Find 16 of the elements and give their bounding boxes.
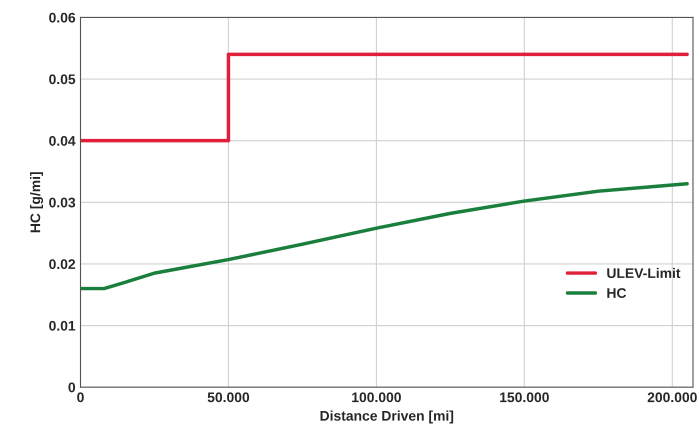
y-tick-label: 0.01 [49,320,76,331]
x-tick-label: 200.000 [648,392,697,402]
y-tick-label: 0.03 [49,198,76,208]
x-tick-label: 150.000 [500,392,549,402]
y-tick-label: 0.06 [49,12,76,23]
y-tick-label: 0.04 [49,136,76,146]
legend-label: HC [607,288,626,298]
y-axis-title: HC [g/mi] [30,172,44,232]
x-tick-label: 0 [77,392,84,402]
y-tick-label: 0 [68,382,76,392]
legend-label: ULEV-Limit [607,268,680,278]
x-tick-label: 100.000 [352,392,401,402]
x-tick-label: 50.000 [208,392,250,402]
y-tick-label: 0.02 [49,259,76,270]
x-axis-title: Distance Driven [mi] [320,410,454,424]
y-tick-label: 0.05 [49,74,76,84]
